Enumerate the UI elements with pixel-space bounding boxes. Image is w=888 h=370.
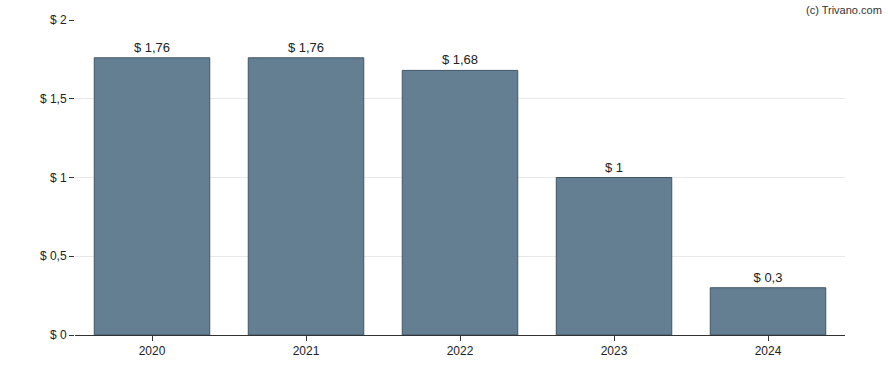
svg-text:$ 1,5: $ 1,5 — [40, 92, 67, 106]
svg-text:2020: 2020 — [139, 344, 166, 358]
svg-text:$ 1,68: $ 1,68 — [442, 52, 478, 67]
svg-text:$ 1: $ 1 — [50, 171, 67, 185]
svg-text:$ 0,5: $ 0,5 — [40, 249, 67, 263]
svg-text:$ 1,76: $ 1,76 — [288, 40, 324, 55]
svg-text:2021: 2021 — [293, 344, 320, 358]
svg-text:2024: 2024 — [755, 344, 782, 358]
svg-text:$ 1,76: $ 1,76 — [134, 40, 170, 55]
svg-text:$ 0: $ 0 — [50, 328, 67, 342]
svg-text:$ 2: $ 2 — [50, 13, 67, 27]
svg-text:(c) Trivano.com: (c) Trivano.com — [806, 4, 882, 16]
svg-text:2023: 2023 — [601, 344, 628, 358]
svg-text:$ 0,3: $ 0,3 — [754, 270, 783, 285]
svg-text:2022: 2022 — [447, 344, 474, 358]
svg-text:$ 1: $ 1 — [605, 160, 623, 175]
